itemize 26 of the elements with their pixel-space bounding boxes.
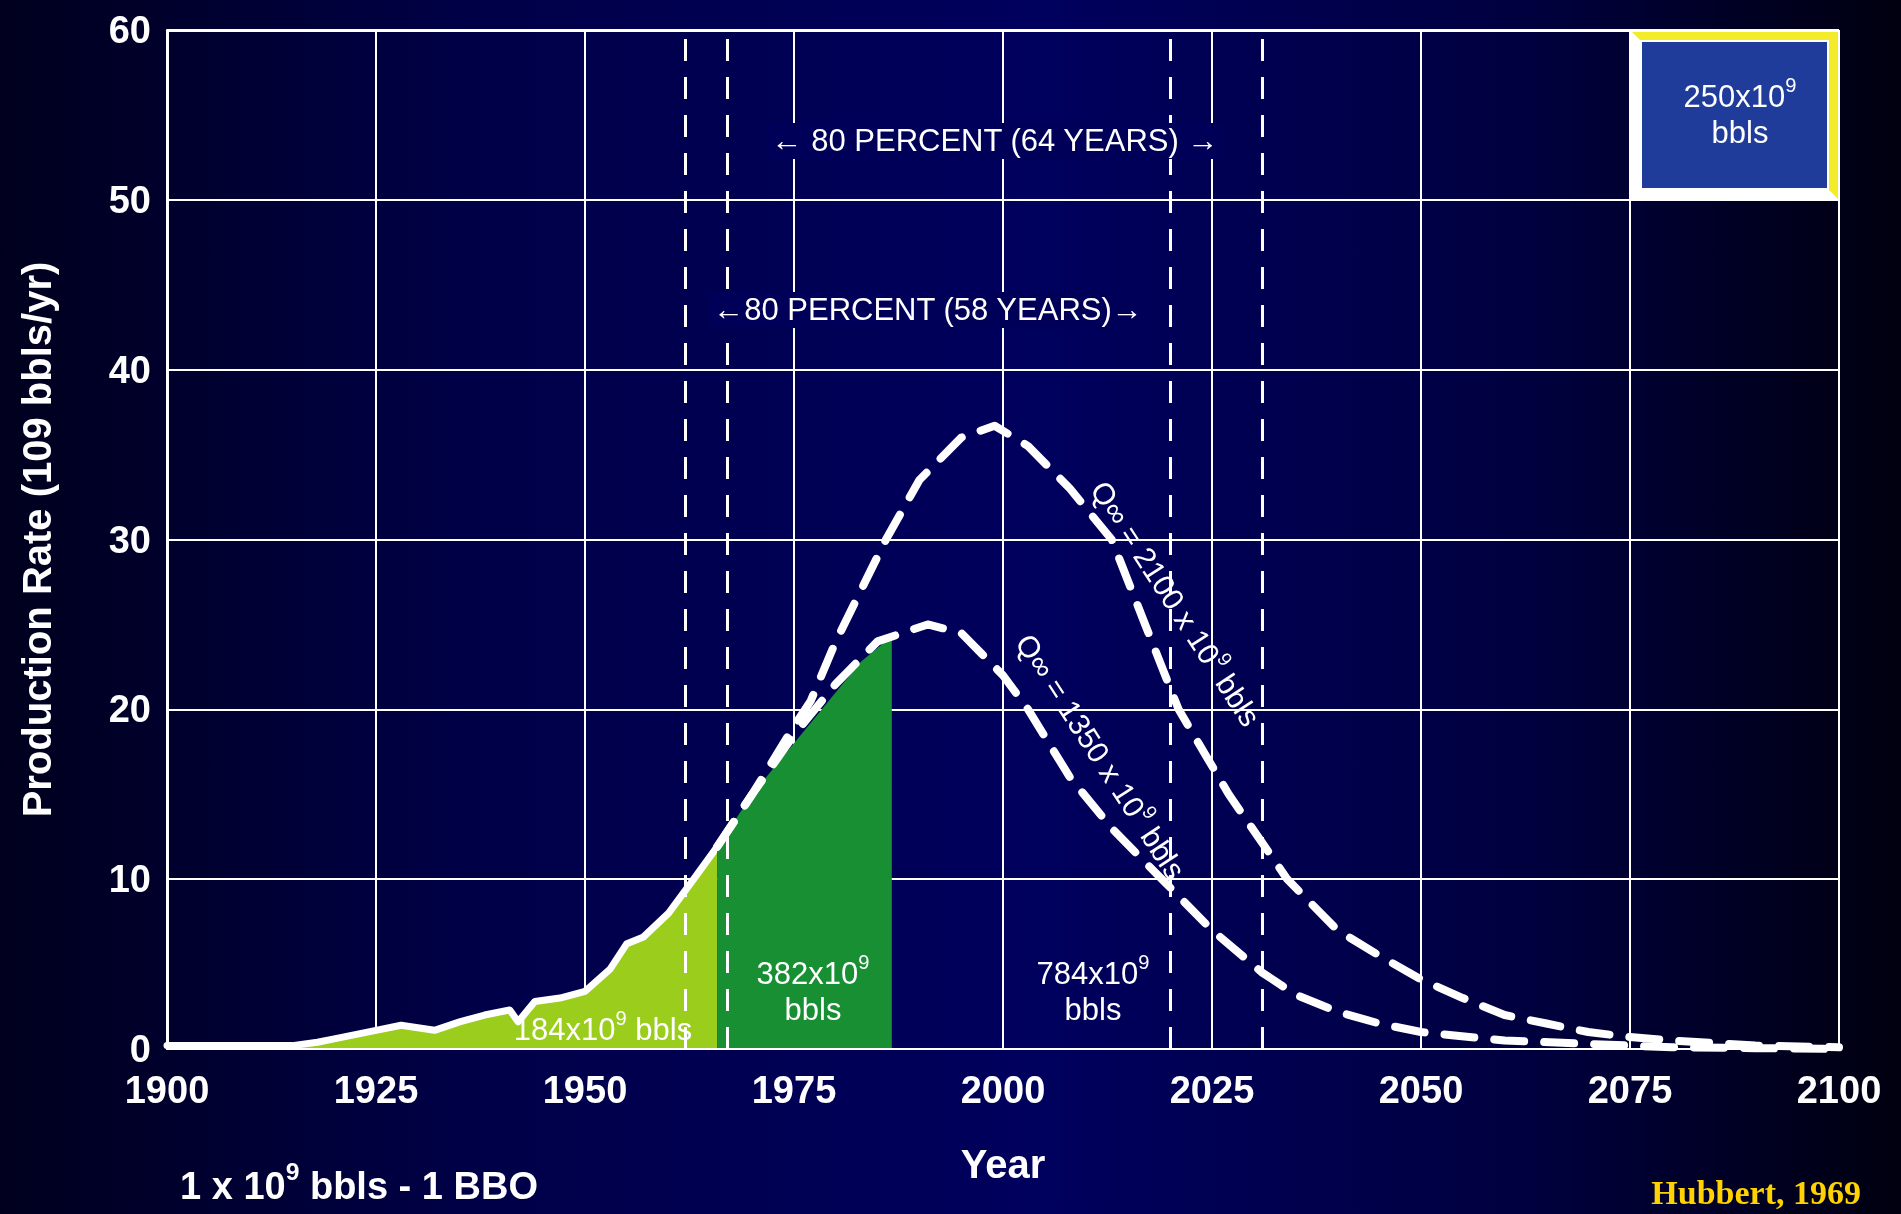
x-tick-label: 2100 xyxy=(1796,1069,1882,1111)
x-tick-label: 2050 xyxy=(1378,1069,1464,1111)
y-tick-label: 20 xyxy=(108,688,151,731)
text: 250x10$^{9}$ bbls xyxy=(1683,74,1797,150)
text: 784x10$^{9}$ bbls xyxy=(1036,951,1150,1027)
text: 1 x 10$^{9}$ bbls - 1 BBO xyxy=(180,1158,538,1208)
text: 382x10$^{9}$ bbls xyxy=(756,951,870,1027)
x-tick-label: 1975 xyxy=(751,1069,837,1111)
y-tick-label: 60 xyxy=(108,9,151,51)
x-tick-label: 2000 xyxy=(960,1069,1046,1111)
y-tick-label: 30 xyxy=(108,518,151,561)
text: Hubbert, 1969 xyxy=(1651,1174,1861,1212)
x-tick-label: 2075 xyxy=(1587,1069,1673,1111)
x-tick-label: 1900 xyxy=(124,1069,210,1111)
x-tick-label: 2025 xyxy=(1169,1069,1255,1111)
y-tick-label: 40 xyxy=(108,348,151,391)
annotation: ←80 PERCENT (58 YEARS)→ xyxy=(709,292,1147,328)
x-tick-label: 1950 xyxy=(542,1069,628,1111)
y-tick-label: 10 xyxy=(108,858,151,901)
y-tick-label: 0 xyxy=(129,1028,151,1070)
x-tick-label: 1925 xyxy=(333,1069,419,1111)
annotation: ← 80 PERCENT (64 YEARS) → xyxy=(767,123,1223,159)
y-tick-label: 50 xyxy=(108,178,151,221)
annotation: 184x10$^{9}$ bbls xyxy=(513,1006,693,1048)
y-axis-title: Production Rate (109 bbls/yr) xyxy=(15,261,59,818)
x-axis-title: Year xyxy=(960,1142,1046,1186)
